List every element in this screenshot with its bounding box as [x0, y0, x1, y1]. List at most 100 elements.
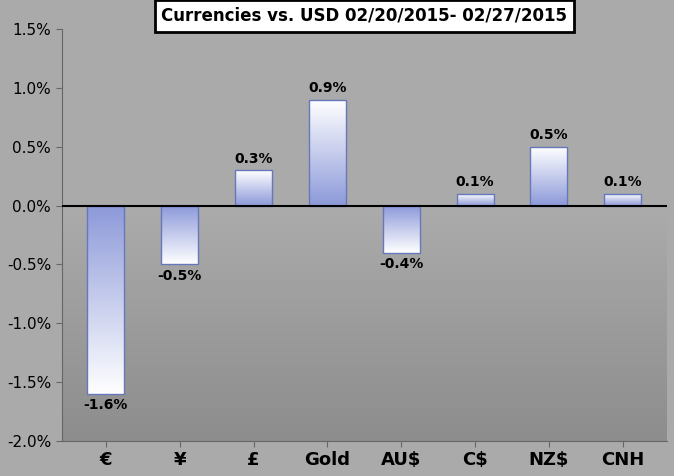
Bar [61, 381, 667, 382]
Bar [88, 374, 125, 375]
Bar [61, 353, 667, 354]
Bar [61, 239, 667, 240]
Bar [61, 275, 667, 276]
Bar [61, 382, 667, 383]
Bar [309, 106, 346, 107]
Text: 0.9%: 0.9% [308, 81, 346, 95]
Bar [61, 340, 667, 341]
Bar [61, 412, 667, 413]
Bar [88, 356, 125, 357]
Bar [61, 332, 667, 333]
Bar [88, 369, 125, 370]
Bar [88, 385, 125, 386]
Bar [88, 324, 125, 325]
Bar [61, 296, 667, 297]
Bar [61, 336, 667, 337]
Bar [61, 425, 667, 426]
Bar [61, 286, 667, 287]
Bar [61, 280, 667, 281]
Bar [61, 244, 667, 245]
Bar [61, 343, 667, 344]
Bar [88, 255, 125, 256]
Bar [309, 149, 346, 150]
Bar [309, 167, 346, 168]
Bar [61, 404, 667, 405]
Bar [88, 388, 125, 389]
Bar [61, 279, 667, 280]
Bar [61, 395, 667, 396]
Bar [88, 387, 125, 388]
Bar [309, 173, 346, 174]
Bar [309, 172, 346, 173]
Bar [61, 362, 667, 363]
Bar [309, 129, 346, 130]
Bar [88, 392, 125, 393]
Bar [88, 348, 125, 349]
Bar [61, 358, 667, 359]
Bar [61, 263, 667, 264]
Bar [61, 371, 667, 372]
Bar [61, 345, 667, 346]
Bar [61, 236, 667, 237]
Bar [309, 127, 346, 128]
Bar [88, 321, 125, 322]
Bar [88, 214, 125, 215]
Bar [88, 237, 125, 238]
Bar [61, 363, 667, 364]
Bar [309, 100, 346, 206]
Bar [61, 315, 667, 316]
Bar [61, 415, 667, 416]
Bar [309, 102, 346, 103]
Bar [309, 169, 346, 170]
Bar [309, 188, 346, 189]
Bar [383, 206, 420, 253]
Bar [309, 161, 346, 162]
Bar [61, 285, 667, 286]
Bar [309, 205, 346, 206]
Bar [309, 189, 346, 190]
Bar [61, 403, 667, 404]
Bar [61, 283, 667, 284]
Bar [88, 365, 125, 366]
Bar [88, 216, 125, 217]
Bar [309, 194, 346, 195]
Bar [61, 257, 667, 258]
Bar [61, 392, 667, 393]
Bar [88, 279, 125, 280]
Bar [309, 120, 346, 121]
Title: Currencies vs. USD 02/20/2015- 02/27/2015: Currencies vs. USD 02/20/2015- 02/27/201… [161, 7, 568, 25]
Bar [605, 194, 641, 206]
Bar [88, 327, 125, 328]
Bar [88, 234, 125, 235]
Bar [61, 254, 667, 255]
Bar [61, 288, 667, 289]
Bar [61, 374, 667, 375]
Bar [309, 187, 346, 188]
Bar [88, 357, 125, 358]
Bar [309, 122, 346, 123]
Bar [309, 174, 346, 175]
Bar [61, 260, 667, 261]
Bar [61, 300, 667, 301]
Bar [309, 179, 346, 180]
Bar [88, 267, 125, 268]
Bar [309, 133, 346, 134]
Bar [61, 295, 667, 296]
Bar [88, 241, 125, 242]
Bar [61, 335, 667, 336]
Bar [88, 304, 125, 305]
Bar [309, 134, 346, 135]
Bar [61, 393, 667, 394]
Bar [61, 228, 667, 229]
Bar [88, 311, 125, 312]
Bar [61, 303, 667, 304]
Bar [61, 307, 667, 308]
Bar [88, 379, 125, 380]
Bar [61, 384, 667, 385]
Bar [88, 317, 125, 318]
Bar [88, 338, 125, 339]
Bar [88, 220, 125, 221]
Bar [61, 232, 667, 233]
Bar [61, 436, 667, 437]
Bar [88, 344, 125, 345]
